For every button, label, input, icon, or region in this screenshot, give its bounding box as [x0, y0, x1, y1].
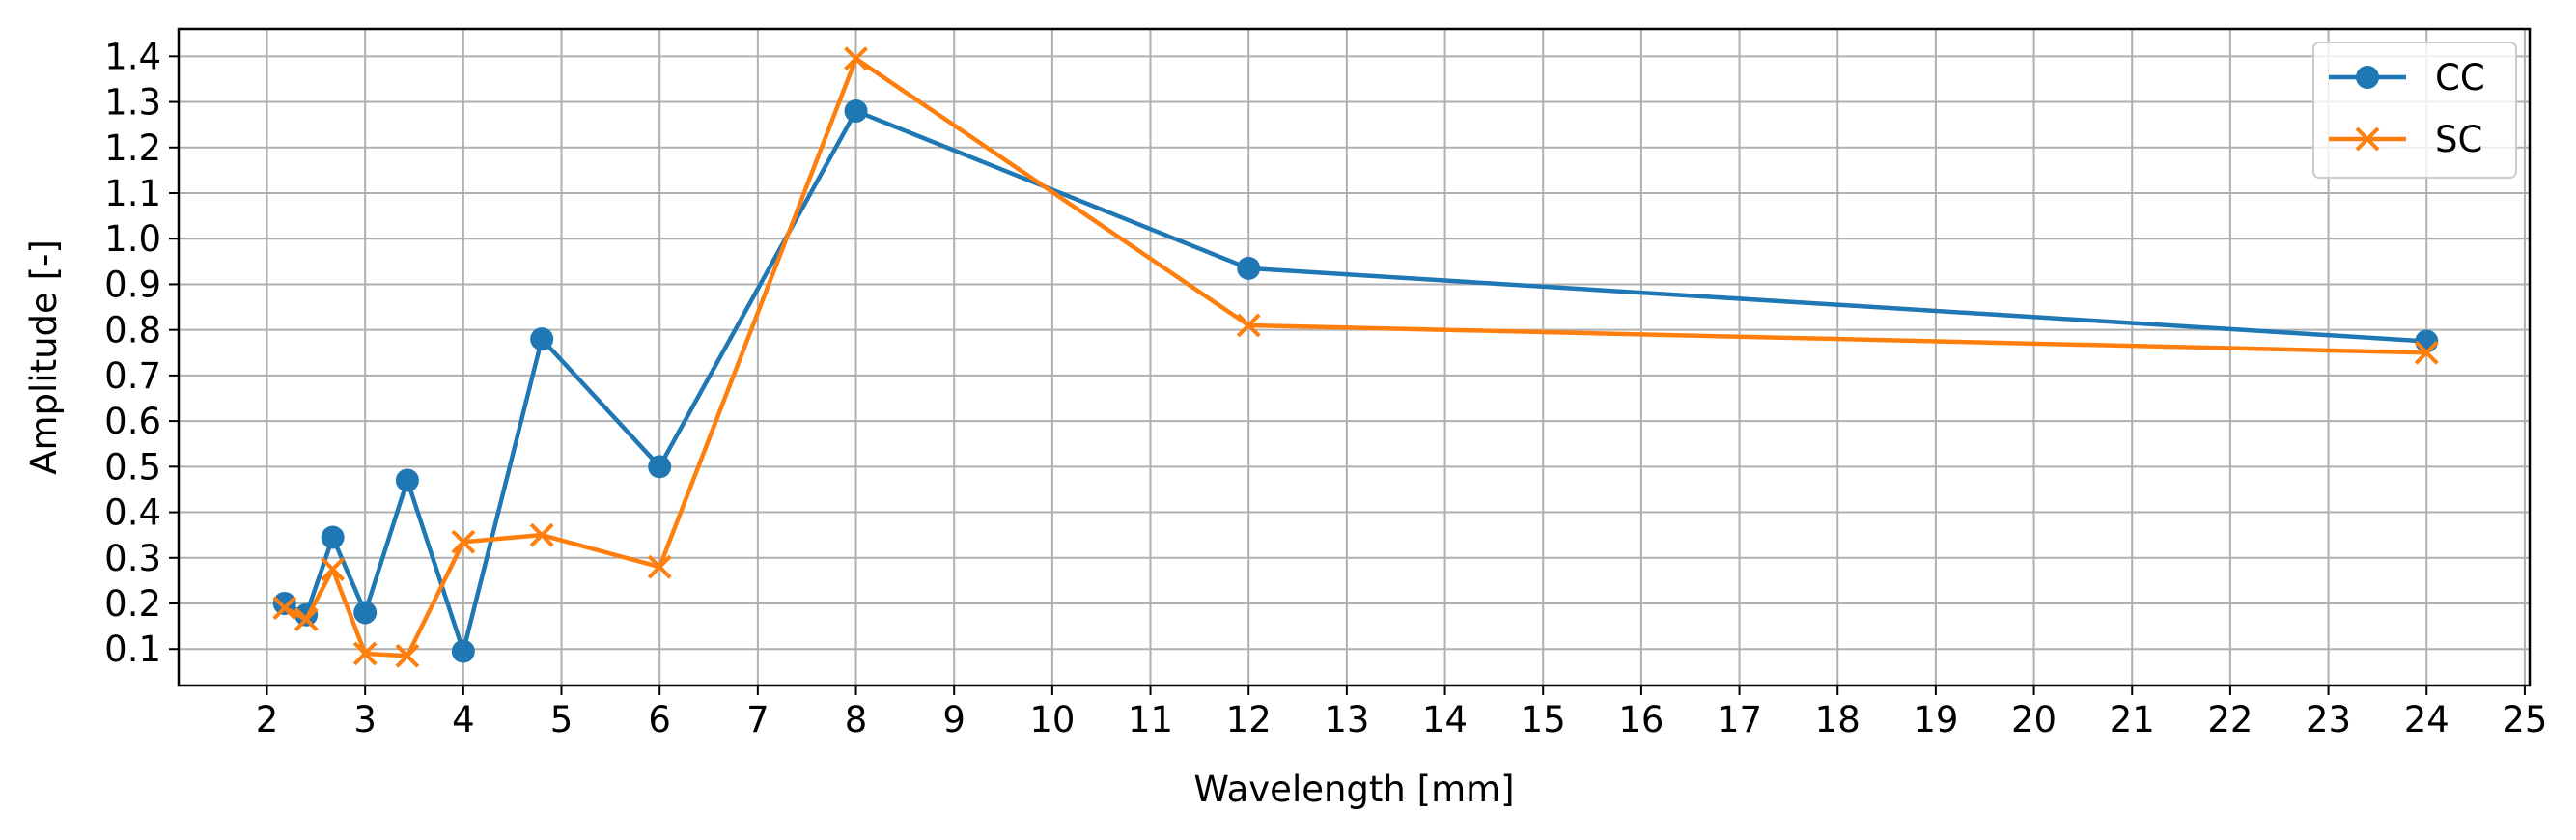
y-tick-label: 0.3	[104, 538, 161, 579]
data-point	[321, 525, 345, 549]
x-axis-ticks: 2 3 4 5 6 7 8 9 10 11 12 13 14 15 16 17 18 19 20 21 22 23 24 25	[256, 686, 2547, 741]
x-tick-label: 2	[256, 699, 279, 741]
x-tick-label: 4	[452, 699, 475, 741]
x-tick-label: 24	[2404, 699, 2450, 741]
x-tick-label: 14	[1422, 699, 1468, 741]
data-point	[2414, 340, 2439, 365]
data-point	[1237, 256, 1261, 280]
y-tick-label: 0.5	[104, 446, 161, 488]
y-axis-label: Amplitude [-]	[23, 239, 65, 475]
x-tick-label: 9	[942, 699, 966, 741]
grid	[179, 29, 2530, 686]
y-tick-label: 1.2	[104, 127, 161, 169]
x-tick-label: 22	[2207, 699, 2253, 741]
data-point	[529, 522, 554, 547]
data-point	[294, 607, 319, 631]
data-point	[530, 327, 554, 351]
x-tick-label: 3	[353, 699, 377, 741]
legend: CC SC	[2312, 42, 2517, 179]
x-tick-label: 10	[1029, 699, 1075, 741]
y-tick-label: 0.9	[104, 264, 161, 305]
data-point	[2415, 329, 2439, 353]
x-tick-label: 19	[1913, 699, 1958, 741]
x-tick-label: 15	[1521, 699, 1566, 741]
x-tick-label: 17	[1717, 699, 1762, 741]
data-point	[1236, 313, 1261, 338]
y-tick-label: 0.4	[104, 492, 161, 534]
x-tick-label: 12	[1226, 699, 1272, 741]
data-point	[647, 554, 672, 579]
data-point	[321, 557, 346, 581]
series-layer	[272, 46, 2439, 668]
data-point	[844, 46, 868, 71]
y-tick-label: 0.2	[104, 583, 161, 625]
legend-item-sc: SC	[2329, 119, 2482, 160]
y-axis-ticks: 0.10.20.30.40.50.60.70.8 0.91.01.11.21.3 1…	[104, 36, 179, 670]
legend-marker	[2356, 66, 2379, 89]
y-tick-label: 1.3	[104, 82, 161, 124]
y-tick-label: 1.1	[104, 173, 161, 214]
data-point	[395, 643, 420, 668]
legend-label: CC	[2435, 57, 2485, 98]
x-tick-label: 6	[648, 699, 671, 741]
data-point	[451, 639, 475, 663]
legend-items: CC SC	[2329, 57, 2485, 160]
y-tick-label: 0.8	[104, 310, 161, 351]
legend-item-cc: CC	[2329, 57, 2485, 98]
y-tick-label: 0.6	[104, 401, 161, 442]
x-tick-label: 11	[1128, 699, 1173, 741]
x-tick-label: 23	[2306, 699, 2351, 741]
x-tick-label: 8	[845, 699, 868, 741]
x-tick-label: 21	[2110, 699, 2155, 741]
data-point	[844, 99, 868, 123]
x-tick-label: 13	[1324, 699, 1369, 741]
x-tick-label: 25	[2502, 699, 2547, 741]
data-point	[272, 596, 297, 621]
x-tick-label: 7	[746, 699, 770, 741]
data-point	[648, 455, 672, 479]
y-tick-label: 0.7	[104, 355, 161, 397]
data-point	[395, 468, 419, 492]
x-tick-label: 5	[550, 699, 574, 741]
legend-marker	[2355, 126, 2380, 152]
data-point	[353, 601, 378, 625]
series-sc	[272, 46, 2439, 668]
y-tick-label: 1.4	[104, 36, 161, 77]
legend-box	[2312, 42, 2517, 179]
x-tick-label: 18	[1815, 699, 1861, 741]
y-tick-label: 1.0	[104, 218, 161, 260]
legend-label: SC	[2435, 119, 2482, 160]
x-tick-label: 16	[1618, 699, 1664, 741]
y-tick-label: 0.1	[104, 629, 161, 670]
data-point	[451, 529, 476, 554]
plot-frame	[177, 27, 2532, 687]
x-axis-label: Wavelength [mm]	[1193, 769, 1514, 810]
x-tick-label: 20	[2011, 699, 2057, 741]
data-point	[352, 641, 378, 666]
